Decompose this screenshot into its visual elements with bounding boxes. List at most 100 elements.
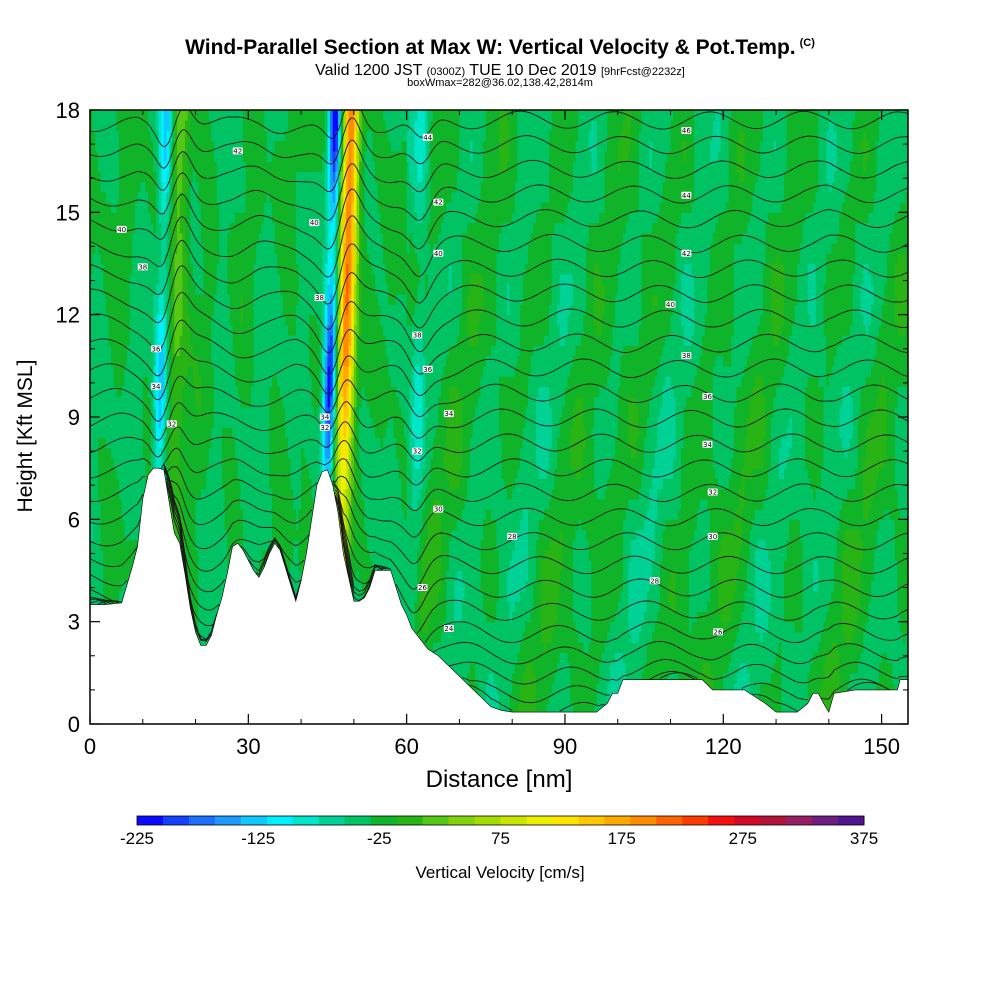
velocity-cell	[103, 427, 107, 439]
velocity-cell	[116, 120, 120, 132]
velocity-cell	[126, 355, 131, 367]
velocity-cell	[119, 386, 123, 398]
velocity-cell	[97, 335, 102, 346]
velocity-cell	[113, 355, 117, 367]
velocity-cell	[105, 509, 110, 520]
velocity-cell	[134, 488, 139, 500]
velocity-cell	[111, 519, 115, 531]
velocity-cell	[132, 386, 136, 398]
velocity-cell	[140, 181, 144, 193]
velocity-cell	[97, 202, 102, 213]
velocity-cell	[111, 171, 115, 183]
velocity-cell	[100, 120, 104, 132]
velocity-cell	[124, 519, 128, 531]
velocity-cell	[142, 294, 147, 306]
velocity-cell	[132, 294, 136, 306]
velocity-cell	[145, 365, 149, 377]
velocity-cell	[119, 519, 123, 531]
velocity-cell	[95, 304, 99, 316]
velocity-cell	[111, 243, 115, 254]
velocity-cell	[129, 161, 133, 172]
velocity-cell	[119, 406, 123, 418]
velocity-cell	[124, 355, 128, 367]
velocity-cell	[108, 498, 112, 510]
velocity-cell	[129, 335, 133, 346]
velocity-cell	[113, 243, 117, 254]
velocity-cell	[126, 222, 131, 234]
velocity-cell	[145, 457, 149, 469]
velocity-cell	[113, 457, 117, 469]
velocity-cell	[126, 191, 131, 203]
velocity-cell	[145, 427, 149, 439]
velocity-cell	[129, 304, 133, 316]
velocity-cell	[113, 130, 117, 142]
velocity-cell	[100, 560, 104, 572]
velocity-cell	[121, 314, 125, 326]
velocity-cell	[113, 396, 117, 408]
velocity-cell	[121, 590, 125, 602]
velocity-cell	[111, 529, 115, 541]
velocity-cell	[90, 550, 94, 561]
velocity-cell	[105, 406, 110, 418]
velocity-cell	[111, 457, 115, 469]
velocity-cell	[92, 130, 96, 142]
velocity-cell	[103, 283, 107, 295]
velocity-cell	[92, 263, 96, 275]
velocity-cell	[100, 498, 104, 510]
velocity-cell	[103, 263, 107, 275]
velocity-cell	[105, 386, 110, 398]
velocity-cell	[140, 120, 144, 132]
velocity-cell	[103, 417, 107, 428]
velocity-cell	[90, 171, 94, 183]
velocity-cell	[90, 488, 94, 500]
velocity-cell	[100, 406, 104, 418]
velocity-cell	[126, 181, 131, 193]
velocity-cell	[126, 294, 131, 306]
velocity-cell	[105, 529, 110, 541]
velocity-cell	[134, 222, 139, 234]
velocity-cell	[132, 457, 136, 469]
velocity-cell	[142, 427, 147, 439]
velocity-cell	[97, 550, 102, 561]
velocity-cell	[92, 314, 96, 326]
velocity-cell	[140, 427, 144, 439]
velocity-cell	[113, 519, 117, 531]
velocity-cell	[116, 519, 120, 531]
velocity-cell	[90, 468, 94, 479]
velocity-cell	[108, 478, 112, 490]
velocity-cell	[111, 150, 115, 162]
velocity-cell	[97, 570, 102, 582]
velocity-cell	[126, 365, 131, 377]
velocity-cell	[119, 253, 123, 265]
velocity-cell	[92, 345, 96, 357]
velocity-cell	[111, 509, 115, 520]
velocity-cell	[103, 222, 107, 234]
velocity-cell	[142, 365, 147, 377]
velocity-cell	[124, 120, 128, 132]
velocity-cell	[97, 498, 102, 510]
velocity-cell	[119, 324, 123, 336]
velocity-cell	[132, 376, 136, 387]
velocity-cell	[140, 335, 144, 346]
velocity-cell	[105, 191, 110, 203]
velocity-cell	[137, 243, 141, 254]
velocity-cell	[132, 550, 136, 561]
velocity-cell	[134, 345, 139, 357]
velocity-cell	[124, 396, 128, 408]
velocity-cell	[116, 171, 120, 183]
velocity-cell	[103, 110, 107, 121]
velocity-cell	[103, 590, 107, 602]
velocity-cell	[134, 243, 139, 254]
velocity-cell	[113, 140, 117, 152]
velocity-cell	[145, 314, 149, 326]
velocity-cell	[108, 171, 112, 183]
velocity-cell	[100, 294, 104, 306]
velocity-cell	[111, 447, 115, 459]
velocity-cell	[103, 498, 107, 510]
velocity-cell	[105, 468, 110, 479]
velocity-cell	[113, 120, 117, 132]
velocity-cell	[111, 355, 115, 367]
velocity-cell	[121, 417, 125, 428]
velocity-cell	[126, 437, 131, 449]
velocity-cell	[108, 161, 112, 172]
